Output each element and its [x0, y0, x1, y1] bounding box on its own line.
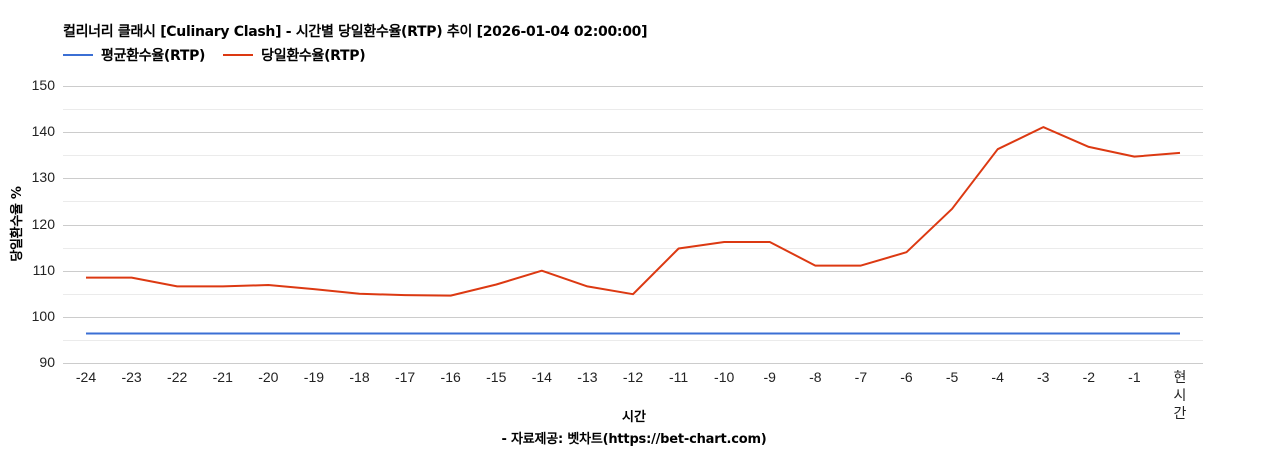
x-tick-label: -7: [854, 369, 868, 385]
x-tick-label: -19: [303, 369, 325, 385]
legend-item-average-rtp[interactable]: 평균환수율(RTP): [63, 45, 205, 65]
x-tick-label: -21: [212, 369, 233, 385]
chart-title: 컬리너리 클래시 [Culinary Clash] - 시간별 당일환수율(RT…: [63, 24, 648, 40]
x-tick-label: -16: [440, 369, 461, 385]
x-tick-label: -2: [1082, 369, 1096, 385]
x-tick-label: -1: [1128, 369, 1141, 385]
x-tick-label: -14: [531, 369, 552, 385]
x-tick-label: -24: [75, 369, 97, 385]
x-tick-label: -4: [991, 369, 1004, 385]
x-tick-label: -12: [622, 369, 644, 385]
x-axis-title: 시간: [622, 410, 646, 425]
source-credit: - 자료제공: 벳차트(https://bet-chart.com): [501, 432, 767, 447]
x-tick-label: -10: [714, 369, 735, 385]
y-tick-label: 110: [32, 261, 55, 278]
x-tick-label: -6: [900, 369, 913, 385]
y-tick-label: 90: [39, 354, 55, 370]
y-tick-label: 100: [31, 307, 55, 324]
x-tick-label: -18: [349, 369, 370, 385]
x-tick-label: -5: [945, 369, 959, 385]
x-tick-label: -20: [258, 369, 279, 385]
y-tick-label: 140: [31, 123, 55, 140]
legend-label: 평균환수율(RTP): [101, 48, 206, 64]
series-line-daily-rtp[interactable]: [86, 126, 1181, 297]
legend-label: 당일환수율(RTP): [261, 48, 366, 64]
x-tick-label: -13: [577, 369, 598, 385]
x-tick-label: 현시간: [1173, 369, 1187, 421]
x-tick-label: -8: [809, 369, 822, 385]
x-tick-label: -3: [1037, 369, 1050, 385]
y-tick-label: 120: [31, 215, 55, 232]
y-tick-label: 150: [31, 77, 55, 93]
legend: 평균환수율(RTP) 당일환수율(RTP): [63, 45, 383, 65]
legend-swatch-red-icon: [223, 54, 254, 56]
x-tick-label: -11: [668, 369, 689, 385]
x-tick-label: -9: [763, 369, 776, 385]
x-tick-label: -17: [394, 369, 416, 385]
legend-item-daily-rtp[interactable]: 당일환수율(RTP): [223, 45, 366, 65]
y-tick-label: 130: [31, 169, 55, 186]
x-tick-label: -22: [167, 369, 188, 385]
legend-swatch-blue-icon: [63, 54, 93, 56]
x-tick-label: -15: [486, 369, 507, 385]
x-tick-label: -23: [121, 369, 142, 385]
